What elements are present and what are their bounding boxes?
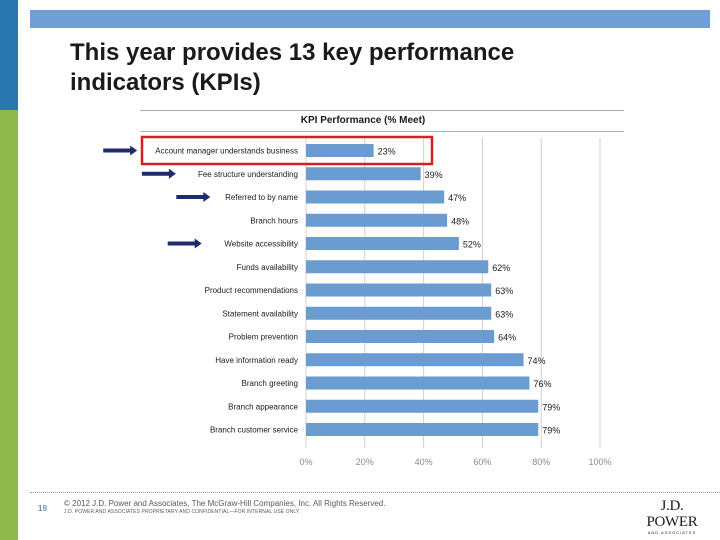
data-label: 63% xyxy=(495,309,513,319)
bar-website-accessibility xyxy=(306,237,459,250)
data-label: 62% xyxy=(492,263,510,273)
page-number: 19 xyxy=(38,504,47,513)
header-band xyxy=(30,10,710,28)
x-tick-label: 60% xyxy=(473,457,491,467)
category-label: Have information ready xyxy=(215,356,298,365)
category-label: Funds availability xyxy=(237,263,298,272)
data-label: 39% xyxy=(425,170,443,180)
category-label: Statement availability xyxy=(222,309,298,318)
pointer-arrow-icon xyxy=(167,238,202,249)
category-label: Fee structure understanding xyxy=(198,170,298,179)
bar-fee-structure-understanding xyxy=(306,167,421,181)
bar-have-information-ready xyxy=(306,353,524,367)
left-accent-strip xyxy=(0,0,18,540)
x-tick-label: 100% xyxy=(588,457,611,467)
bar-branch-appearance xyxy=(306,399,539,413)
category-label: Referred to by name xyxy=(225,193,298,202)
data-label: 47% xyxy=(448,193,466,203)
data-label: 64% xyxy=(498,333,516,343)
pointer-arrow-icon xyxy=(176,192,211,202)
data-label: 23% xyxy=(378,147,396,157)
chart-title: KPI Performance (% Meet) xyxy=(300,115,426,126)
bar-branch-hours xyxy=(306,213,448,227)
logo-text: J.D. POWER xyxy=(646,498,698,530)
slide-title: This year provides 13 key performance in… xyxy=(70,39,515,96)
x-tick-label: 0% xyxy=(299,457,312,467)
data-label: 79% xyxy=(542,426,560,436)
data-label: 48% xyxy=(451,216,469,226)
pointer-arrow-icon xyxy=(103,145,138,156)
highlight-box xyxy=(140,135,434,166)
bar-branch-greeting xyxy=(306,376,530,390)
data-label: 63% xyxy=(495,286,513,296)
bar-branch-customer-service xyxy=(306,423,539,436)
bar-funds-availability xyxy=(306,260,489,274)
x-tick-label: 80% xyxy=(532,457,550,467)
bar-product-recommendations xyxy=(306,283,492,297)
data-label: 79% xyxy=(542,402,560,412)
x-tick-label: 20% xyxy=(356,457,374,467)
category-label: Product recommendations xyxy=(205,286,298,295)
footer-divider xyxy=(30,492,720,493)
bar-account-manager-understands-business xyxy=(306,144,374,157)
category-label: Problem prevention xyxy=(229,333,298,342)
jd-power-logo: J.D. POWER AND ASSOCIATES xyxy=(642,498,702,535)
pointer-arrow-icon xyxy=(141,168,176,179)
category-label: Branch appearance xyxy=(228,402,298,411)
category-label: Account manager understands business xyxy=(155,147,298,156)
copyright-text: © 2012 J.D. Power and Associates, The Mc… xyxy=(64,499,386,508)
chart-title-rule xyxy=(140,131,624,132)
category-label: Branch customer service xyxy=(210,426,299,435)
chart-top-rule xyxy=(140,110,624,111)
bar-statement-availability xyxy=(306,306,492,320)
bar-referred-to-by-name xyxy=(306,190,445,204)
data-label: 76% xyxy=(533,379,551,389)
category-label: Branch greeting xyxy=(242,379,298,388)
logo-subtext: AND ASSOCIATES xyxy=(647,530,697,535)
x-tick-label: 40% xyxy=(415,457,433,467)
data-label: 52% xyxy=(463,240,481,250)
data-label: 74% xyxy=(528,356,546,366)
category-label: Branch hours xyxy=(250,216,298,225)
left-accent-strip-top xyxy=(0,0,18,110)
category-label: Website accessibility xyxy=(224,240,298,249)
bar-problem-prevention xyxy=(306,330,495,343)
confidential-text: J.D. POWER AND ASSOCIATES PROPRIETARY AN… xyxy=(64,509,300,515)
